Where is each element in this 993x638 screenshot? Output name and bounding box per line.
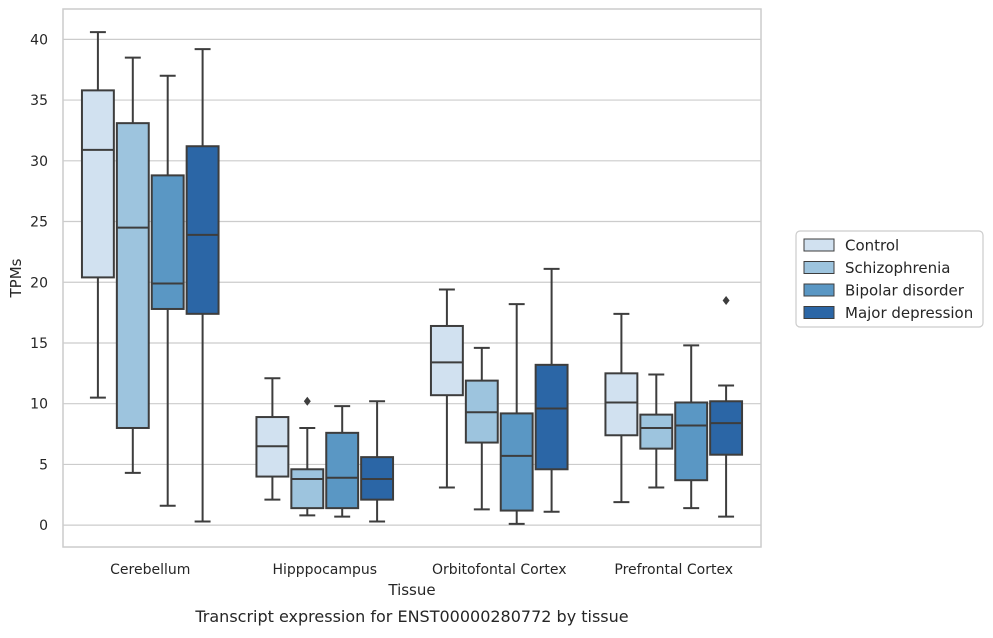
y-tick-label: 35 [30, 93, 48, 109]
legend-label: Bipolar disorder [845, 282, 965, 300]
y-tick-label: 30 [30, 154, 48, 170]
box [150, 174, 185, 310]
y-tick-label: 5 [39, 457, 48, 473]
y-tick-label: 40 [30, 32, 48, 48]
x-tick-label: Hipppocampus [272, 562, 377, 578]
legend-label: Schizophrenia [845, 259, 950, 277]
box [499, 412, 534, 512]
legend-label: Major depression [845, 304, 973, 322]
y-tick-label: 25 [30, 215, 48, 231]
legend-swatch [803, 238, 835, 252]
box [185, 145, 220, 315]
x-tick-label: Orbitofontal Cortex [432, 562, 567, 578]
outlier-point [303, 396, 311, 406]
plot-frame [62, 8, 762, 548]
box [709, 400, 744, 456]
y-axis-label: TPMs [7, 258, 25, 298]
box [604, 372, 639, 437]
x-tick-label: Prefrontal Cortex [614, 562, 733, 578]
chart-title: Transcript expression for ENST0000028077… [194, 607, 628, 626]
box [80, 89, 115, 279]
box [674, 401, 709, 482]
outlier-point [722, 295, 730, 305]
legend-swatch [803, 261, 835, 274]
y-tick-label: 20 [30, 275, 48, 291]
legend-box [795, 230, 984, 328]
legend-swatch [803, 306, 835, 319]
box [325, 431, 360, 510]
box [639, 413, 674, 450]
box [429, 324, 464, 397]
y-tick-label: 0 [39, 518, 48, 534]
box [115, 122, 150, 429]
y-tick-label: 10 [30, 397, 48, 413]
x-tick-label: Cerebellum [110, 562, 190, 578]
y-tick-label: 15 [30, 336, 48, 352]
box [290, 468, 325, 510]
x-axis-label: Tissue [387, 581, 435, 599]
box [534, 363, 569, 471]
legend-swatch [803, 283, 835, 297]
legend-label: Control [845, 237, 899, 255]
